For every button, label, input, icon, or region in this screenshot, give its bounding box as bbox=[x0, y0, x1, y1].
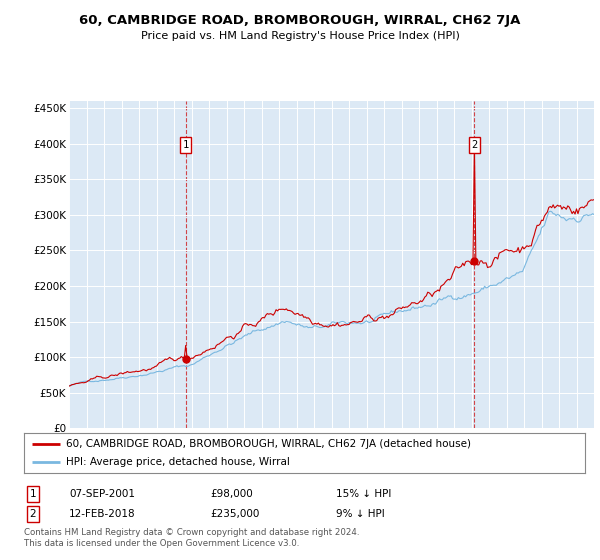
Text: 1: 1 bbox=[182, 140, 189, 150]
Text: 15% ↓ HPI: 15% ↓ HPI bbox=[336, 489, 391, 499]
Text: £235,000: £235,000 bbox=[210, 509, 259, 519]
Text: 9% ↓ HPI: 9% ↓ HPI bbox=[336, 509, 385, 519]
Text: 2: 2 bbox=[29, 509, 37, 519]
Text: Contains HM Land Registry data © Crown copyright and database right 2024.
This d: Contains HM Land Registry data © Crown c… bbox=[24, 528, 359, 548]
Text: 07-SEP-2001: 07-SEP-2001 bbox=[69, 489, 135, 499]
Text: 1: 1 bbox=[29, 489, 37, 499]
Text: HPI: Average price, detached house, Wirral: HPI: Average price, detached house, Wirr… bbox=[66, 458, 290, 467]
Text: 60, CAMBRIDGE ROAD, BROMBOROUGH, WIRRAL, CH62 7JA (detached house): 60, CAMBRIDGE ROAD, BROMBOROUGH, WIRRAL,… bbox=[66, 439, 471, 449]
Text: Price paid vs. HM Land Registry's House Price Index (HPI): Price paid vs. HM Land Registry's House … bbox=[140, 31, 460, 41]
Text: 12-FEB-2018: 12-FEB-2018 bbox=[69, 509, 136, 519]
Text: 60, CAMBRIDGE ROAD, BROMBOROUGH, WIRRAL, CH62 7JA: 60, CAMBRIDGE ROAD, BROMBOROUGH, WIRRAL,… bbox=[79, 14, 521, 27]
Text: 2: 2 bbox=[471, 140, 478, 150]
Text: £98,000: £98,000 bbox=[210, 489, 253, 499]
